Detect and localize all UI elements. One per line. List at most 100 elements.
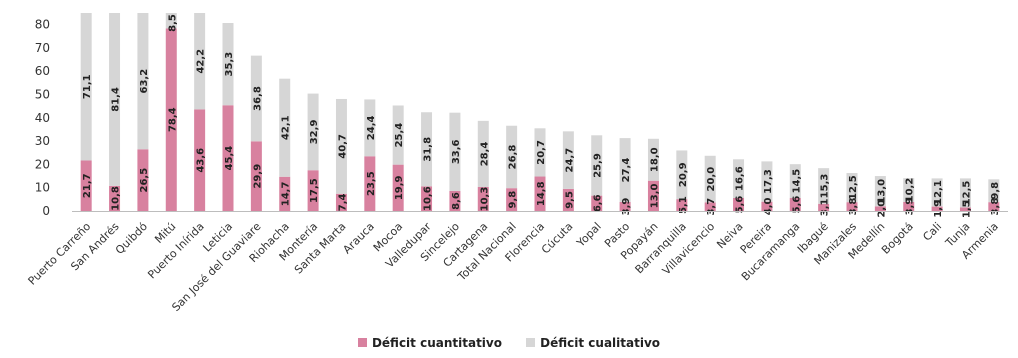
x-tick-label: Cali [920,220,944,244]
y-tick-label: 20 [35,157,50,171]
bar-deficit-cualitativo [959,178,971,208]
bar-deficit-cuantitativo [109,185,121,211]
value-label: 1,5 [961,200,972,218]
value-label: 16,6 [735,166,746,191]
value-label: 78,4 [167,107,178,132]
value-label: 5,6 [735,196,746,214]
bar-deficit-cuantitativo [931,206,943,211]
bar-deficit-cualitativo [562,131,574,189]
bar-deficit-cualitativo [676,150,688,200]
bar-deficit-cuantitativo [846,202,858,211]
bar-deficit-cualitativo [194,13,206,110]
bar-deficit-cualitativo [704,155,716,203]
legend-item-cualitativo: Déficit cualitativo [526,336,660,350]
value-label: 9,5 [564,191,575,209]
bar-deficit-cuantitativo [534,176,546,211]
value-label: 14,7 [281,182,292,207]
value-label: 5,1 [678,196,689,214]
legend-swatch-cuantitativo [357,338,367,347]
bar-deficit-cualitativo [109,13,121,186]
stacked-bar-chart: 0 10 20 30 40 50 60 70 80 21,7 71,1 10,8 81,4 26,5 63… [26,13,1008,314]
bar-deficit-cuantitativo [137,149,149,211]
bar-deficit-cuantitativo [619,201,631,211]
y-tick-label: 30 [35,134,50,148]
value-label: 81,4 [111,87,122,112]
bar-deficit-cuantitativo [761,201,773,211]
x-tick-label: Quibdó [113,220,150,257]
value-label: 15,3 [820,174,831,199]
y-tick-label: 10 [35,181,50,195]
value-label: 71,1 [82,74,93,99]
bar-deficit-cuantitativo [591,195,603,211]
value-label: 40,7 [337,134,348,159]
bar-deficit-cualitativo [421,112,433,187]
value-label: 3,7 [706,198,717,216]
value-label: 28,4 [479,142,490,167]
value-label: 19,9 [394,175,405,200]
bar-deficit-cualitativo [619,138,631,202]
y-tick-label: 50 [35,88,50,102]
value-label: 24,7 [564,148,575,173]
y-tick-label: 0 [42,204,50,218]
bar-deficit-cuantitativo [364,156,376,211]
bar-deficit-cualitativo [449,112,461,191]
value-label: 3,8 [848,198,859,216]
bar-deficit-cuantitativo [222,105,234,211]
value-label: 21,7 [82,173,93,198]
bar-deficit-cuantitativo [477,187,489,211]
value-label: 26,5 [139,168,150,193]
bar-deficit-cualitativo [137,13,149,150]
bar-deficit-cualitativo [307,93,319,171]
bar-deficit-cuantitativo [874,206,886,211]
bar-deficit-cuantitativo [818,203,830,211]
bar-deficit-cuantitativo [676,199,688,211]
value-label: 1,9 [933,200,944,218]
value-label: 43,6 [196,148,207,173]
bar-deficit-cualitativo [874,176,886,207]
bar-deficit-cuantitativo [80,160,92,211]
bar-deficit-cuantitativo [421,186,433,211]
value-label: 45,4 [224,146,235,171]
value-labels: 21,7 71,1 10,8 81,4 26,5 63,2 78,4 8,5 43,6 42,2 4… [82,14,1001,218]
value-label: 63,2 [139,69,150,94]
bar-deficit-cualitativo [761,161,773,202]
bar-deficit-cuantitativo [506,188,518,211]
value-label: 3,9 [621,198,632,216]
bar-deficit-cualitativo [506,125,518,189]
bar-deficit-cualitativo [477,120,489,188]
bar-deficit-cualitativo [392,105,404,165]
value-label: 3,1 [820,198,831,216]
value-label: 3,9 [905,198,916,216]
value-label: 36,8 [252,86,263,111]
bar-deficit-cualitativo [335,98,347,194]
bar-deficit-cuantitativo [903,201,915,211]
bar-deficit-cualitativo [789,164,801,198]
bar-deficit-cuantitativo [789,197,801,211]
value-label: 31,8 [423,137,434,162]
value-label: 17,3 [763,169,774,194]
legend-label-cualitativo: Déficit cualitativo [540,336,661,350]
value-label: 33,6 [451,139,462,164]
value-label: 6,6 [593,194,604,212]
value-label: 26,8 [508,145,519,170]
bar-deficit-cuantitativo [562,188,574,211]
bar-deficit-cuantitativo [733,197,745,211]
value-label: 25,4 [394,123,405,148]
bar-deficit-cuantitativo [988,202,1000,211]
bar-deficit-cualitativo [988,179,1000,203]
bar-deficit-cuantitativo [165,28,177,212]
value-label: 32,9 [309,120,320,145]
value-label: 7,4 [337,193,348,211]
bar-deficit-cualitativo [733,159,745,198]
value-label: 35,3 [224,52,235,77]
x-tick-label: Yopal [574,220,604,250]
bar-deficit-cuantitativo [449,190,461,211]
bar-deficit-cualitativo [818,168,830,204]
bar-deficit-cuantitativo [392,164,404,211]
value-label: 13,0 [876,179,887,204]
x-tick-label: Arauca [340,220,376,256]
value-label: 20,7 [536,140,547,165]
bar-deficit-cuantitativo [335,193,347,211]
value-label: 17,5 [309,178,320,203]
